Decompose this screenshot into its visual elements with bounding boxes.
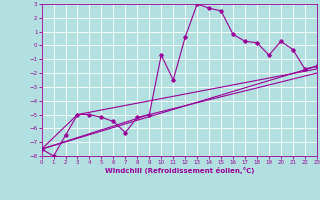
X-axis label: Windchill (Refroidissement éolien,°C): Windchill (Refroidissement éolien,°C): [105, 167, 254, 174]
